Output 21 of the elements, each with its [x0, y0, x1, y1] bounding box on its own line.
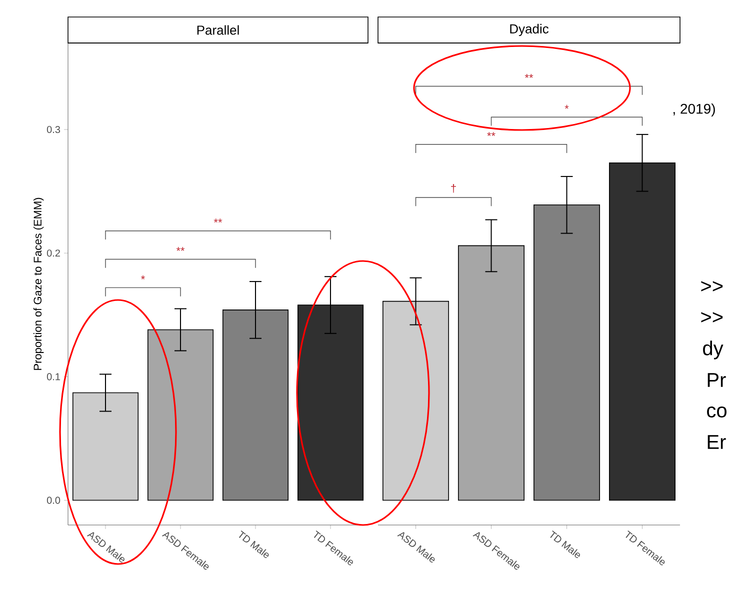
text: Pr: [708, 373, 726, 387]
text: >>: [701, 312, 723, 322]
annotation: **: [214, 218, 222, 222]
annotation: †: [451, 184, 456, 193]
text: >>: [701, 281, 723, 292]
y-tick-label: 0.0: [46, 496, 60, 504]
y-tick-label: 0.1: [46, 373, 60, 380]
y-tick-label: 0.3: [46, 126, 60, 134]
annotation: , 2019): [673, 103, 715, 117]
annotation: **: [487, 132, 496, 136]
annotation: *: [141, 275, 145, 280]
text: co: [707, 406, 726, 418]
text: Er: [708, 435, 726, 449]
annotation: **: [176, 247, 185, 251]
annotation: **: [524, 74, 534, 78]
chart-title: Parallel: [197, 25, 239, 35]
y-tick-label: 0.2: [46, 250, 60, 257]
text: dy: [703, 340, 724, 360]
annotation: *: [564, 104, 569, 109]
y-axis-title: Proportion of Gaze to Faces (EMM): [33, 198, 44, 370]
chart-title: Dyadic: [510, 24, 549, 36]
